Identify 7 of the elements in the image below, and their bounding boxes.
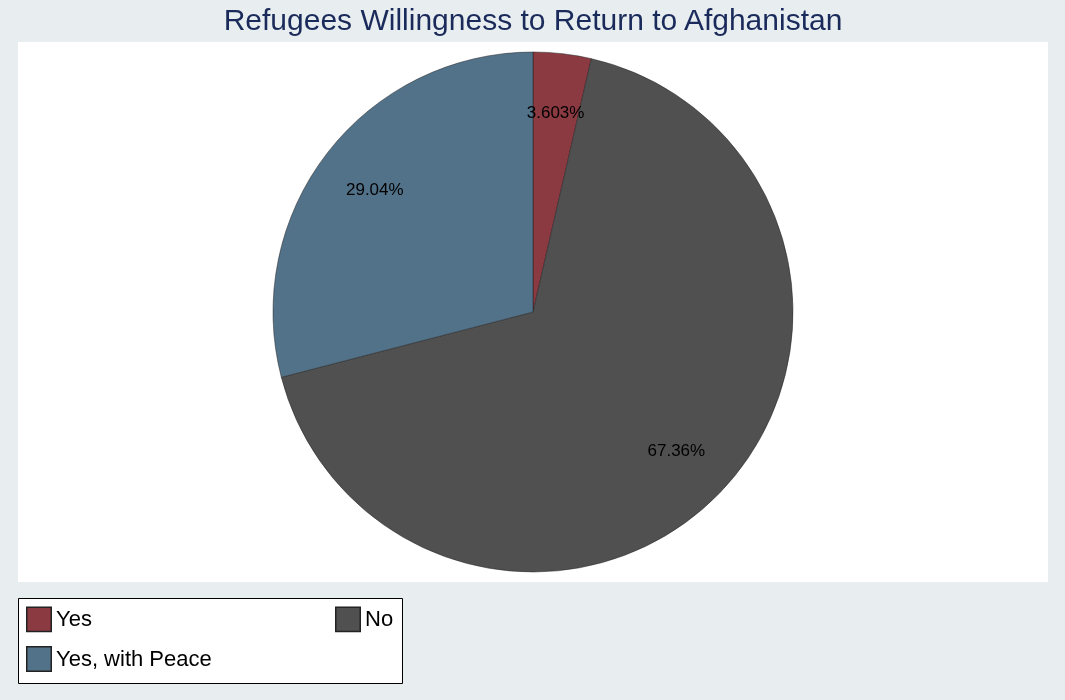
legend-label: No	[365, 606, 394, 632]
data-label: 29.04%	[345, 179, 404, 199]
data-label: 3.603%	[526, 103, 585, 123]
data-label: 67.36%	[647, 441, 706, 461]
chart-title: Refugees Willingness to Return to Afghanistan	[223, 3, 843, 36]
legend-label: Yes, with Peace	[56, 646, 212, 671]
legend-label: Yes	[56, 606, 92, 632]
